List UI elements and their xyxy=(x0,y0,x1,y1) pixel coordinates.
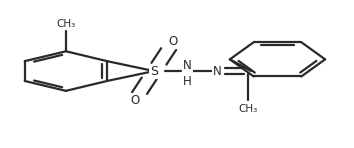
Text: O: O xyxy=(130,94,139,107)
Text: S: S xyxy=(150,65,158,78)
Text: H: H xyxy=(183,75,192,88)
Text: N: N xyxy=(183,59,192,72)
Text: CH₃: CH₃ xyxy=(56,19,75,29)
Text: CH₃: CH₃ xyxy=(238,104,257,114)
Text: O: O xyxy=(169,35,178,48)
Text: N: N xyxy=(213,65,222,78)
